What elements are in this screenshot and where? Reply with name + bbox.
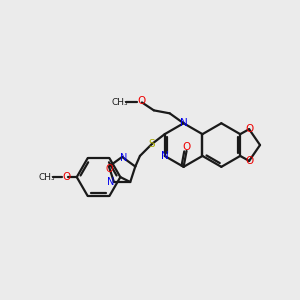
Text: N: N [161, 151, 169, 161]
Text: N: N [107, 177, 115, 187]
Text: N: N [180, 118, 188, 128]
Text: O: O [182, 142, 191, 152]
Text: O: O [245, 124, 253, 134]
Text: CH₃: CH₃ [112, 98, 128, 107]
Text: O: O [105, 164, 113, 175]
Text: S: S [148, 139, 155, 149]
Text: CH₃: CH₃ [39, 172, 55, 182]
Text: O: O [63, 172, 71, 182]
Text: O: O [138, 97, 146, 106]
Text: N: N [120, 153, 128, 163]
Text: O: O [245, 156, 253, 166]
